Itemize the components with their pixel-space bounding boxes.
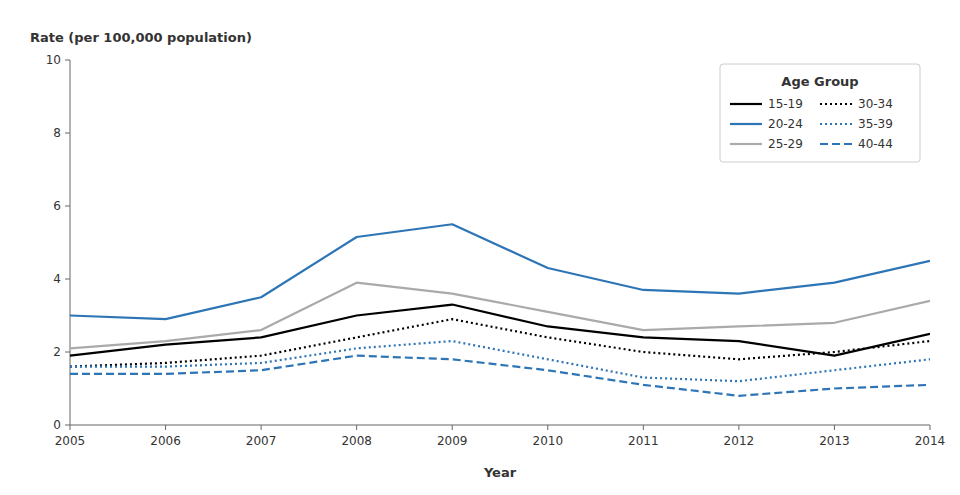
x-axis-label: Year: [483, 465, 517, 480]
y-tick: [65, 352, 70, 353]
legend-title: Age Group: [781, 74, 858, 89]
x-tick-label: 2014: [915, 434, 946, 448]
series-line: [70, 224, 930, 319]
axes: 0 2 4 6 8 10 2005 2006 2007 2008 2009 2010 2011 2012 2…: [46, 53, 946, 448]
chart: 0 2 4 6 8 10 2005 2006 2007 2008 2009 2010 2011 2012 2…: [0, 0, 960, 495]
x-tick: [452, 425, 453, 430]
x-tick-label: 2008: [341, 434, 372, 448]
y-tick: [65, 206, 70, 207]
x-tick-label: 2011: [628, 434, 659, 448]
x-axis-line: [70, 425, 930, 426]
y-axis-line: [70, 60, 71, 425]
legend-label: 15-19: [768, 97, 803, 111]
y-tick-label: 2: [53, 345, 61, 359]
x-tick: [930, 425, 931, 430]
x-tick-label: 2013: [819, 434, 850, 448]
y-tick: [65, 425, 70, 426]
x-tick-label: 2005: [55, 434, 86, 448]
y-tick: [65, 60, 70, 61]
x-tick: [165, 425, 166, 430]
legend: Age Group 15-19 20-24 25-29 30-34 35-39 40-44: [720, 64, 920, 162]
legend-label: 20-24: [768, 117, 803, 131]
x-tick-label: 2009: [437, 434, 468, 448]
series-line: [70, 283, 930, 349]
legend-swatch: [730, 143, 762, 145]
y-tick-label: 10: [46, 53, 61, 67]
legend-box: [720, 64, 920, 162]
x-tick: [547, 425, 548, 430]
lines: [70, 224, 930, 396]
legend-swatch: [730, 103, 762, 105]
y-tick: [65, 279, 70, 280]
x-tick-label: 2007: [246, 434, 277, 448]
x-tick: [356, 425, 357, 430]
legend-label: 30-34: [858, 97, 893, 111]
x-tick-label: 2012: [724, 434, 755, 448]
y-tick-label: 8: [53, 126, 61, 140]
x-tick: [738, 425, 739, 430]
series-line: [70, 341, 930, 381]
series-line: [70, 356, 930, 396]
legend-swatch: [820, 123, 852, 125]
x-tick: [834, 425, 835, 430]
y-tick: [65, 133, 70, 134]
x-tick: [643, 425, 644, 430]
legend-label: 35-39: [858, 117, 893, 131]
x-tick-label: 2010: [533, 434, 564, 448]
legend-swatch: [820, 103, 852, 105]
series-line: [70, 319, 930, 366]
legend-swatch: [820, 143, 852, 145]
y-tick-label: 6: [53, 199, 61, 213]
y-tick-label: 4: [53, 272, 61, 286]
x-tick-label: 2006: [150, 434, 181, 448]
x-tick: [261, 425, 262, 430]
legend-label: 25-29: [768, 137, 803, 151]
y-axis-label: Rate (per 100,000 population): [30, 30, 252, 45]
legend-swatch: [730, 123, 762, 125]
y-tick-label: 0: [53, 418, 61, 432]
x-tick: [70, 425, 71, 430]
legend-label: 40-44: [858, 137, 893, 151]
